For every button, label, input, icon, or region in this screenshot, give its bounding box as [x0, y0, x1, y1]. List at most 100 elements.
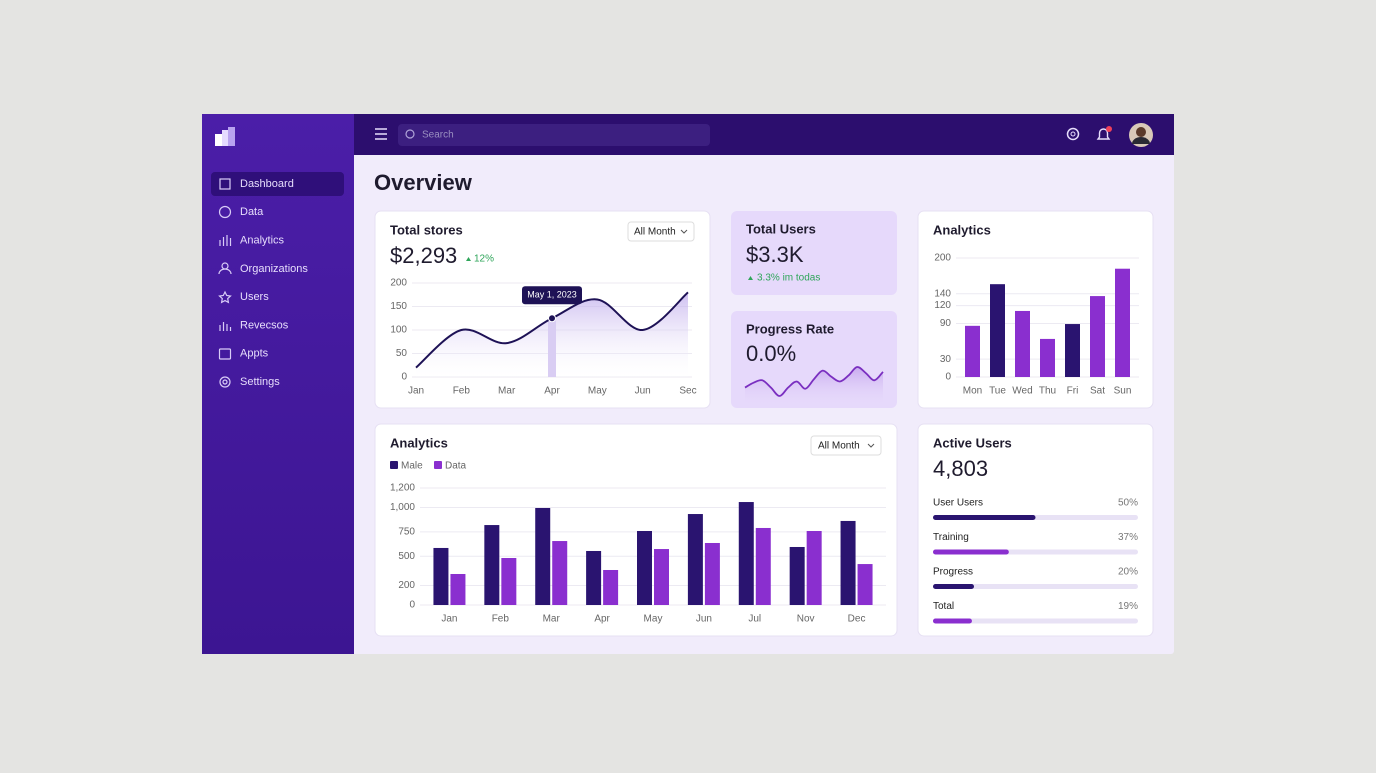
x-tick-label: May: [588, 386, 607, 397]
bar: [738, 502, 754, 605]
dropdown[interactable]: All Month: [627, 221, 695, 242]
card-title: Analytics: [390, 435, 448, 450]
x-tick-label: Mon: [963, 386, 982, 397]
sparkline: [744, 366, 884, 397]
x-tick-label: Apr: [544, 386, 560, 397]
legend-swatch: [390, 461, 398, 469]
metric: 4,803: [933, 456, 988, 481]
x-tick-label: Nov: [797, 614, 815, 625]
y-tick-label: 750: [398, 527, 415, 538]
y-tick-label: 200: [934, 253, 951, 264]
nav-item[interactable]: Dashboard: [240, 178, 294, 190]
bar: [1015, 310, 1030, 377]
badge: [1106, 126, 1112, 132]
bar: [535, 507, 551, 605]
y-tick-label: 200: [390, 278, 407, 289]
up-arrow: [466, 257, 471, 261]
gear-icon: [1066, 127, 1080, 141]
card-title: Total Users: [746, 221, 816, 236]
x-tick-label: Jun: [696, 614, 712, 625]
progress-label: Total: [933, 601, 954, 612]
search-box[interactable]: [398, 124, 710, 146]
bar: [857, 564, 873, 605]
search-icon: [405, 129, 415, 139]
y-tick-label: 90: [940, 318, 952, 329]
menu-icon: [375, 128, 387, 140]
bar: [704, 542, 720, 605]
nav-item[interactable]: Settings: [240, 376, 280, 388]
progress-bar: [933, 584, 974, 589]
card: [731, 211, 897, 295]
bar: [586, 550, 602, 605]
x-tick-label: Jan: [408, 386, 424, 397]
chevron: [680, 229, 688, 234]
y-tick-label: 140: [934, 288, 951, 299]
nav-item[interactable]: Revecsos: [240, 319, 289, 331]
bar: [789, 546, 805, 605]
y-tick-label: 500: [398, 551, 415, 562]
bar: [552, 541, 568, 605]
progress-label: Training: [933, 532, 969, 543]
card-title: Total stores: [390, 222, 463, 237]
avatar[interactable]: [1129, 123, 1153, 147]
card: [917, 423, 1154, 637]
nav-item[interactable]: Data: [240, 206, 264, 218]
up-arrow: [748, 276, 753, 280]
nav-item[interactable]: Users: [240, 291, 269, 303]
y-tick-label: 1,000: [390, 502, 415, 513]
x-tick-label: Sun: [1114, 386, 1132, 397]
dropdown-box: [627, 221, 695, 242]
legend-swatch: [434, 461, 442, 469]
progress-label: Progress: [933, 567, 973, 578]
x-tick-label: Jul: [748, 614, 761, 625]
progress-value: 37%: [1118, 532, 1138, 543]
settings-button[interactable]: [1066, 127, 1080, 141]
progress-value: 19%: [1118, 601, 1138, 612]
x-tick-label: Jan: [441, 614, 457, 625]
bar: [755, 527, 771, 605]
bar: [450, 573, 466, 605]
nav-active: [211, 172, 344, 196]
bar: [1040, 338, 1055, 377]
x-tick-label: Fri: [1067, 386, 1079, 397]
bar: [1065, 324, 1080, 377]
progress-label: User Users: [933, 498, 983, 509]
hamburger[interactable]: [375, 128, 387, 140]
progress-value: 50%: [1118, 498, 1138, 509]
y-tick-label: 50: [396, 348, 408, 359]
progress-track: [933, 618, 1138, 624]
progress-bar: [933, 515, 1036, 520]
progress-bar: [933, 549, 1009, 555]
notification-button[interactable]: [1096, 126, 1112, 140]
x-tick-label: Mar: [543, 614, 561, 625]
hover-band: [548, 318, 556, 377]
nav-item[interactable]: Appts: [240, 348, 269, 360]
nav-item[interactable]: Analytics: [240, 235, 285, 247]
card-title: Progress Rate: [746, 321, 834, 336]
bar: [1090, 296, 1105, 377]
bar: [965, 325, 980, 377]
bar: [654, 549, 669, 605]
change: 12%: [474, 254, 494, 265]
x-tick-label: Thu: [1039, 386, 1056, 397]
bar: [990, 284, 1005, 377]
gear-center: [1070, 131, 1076, 137]
chevron: [867, 443, 875, 448]
dropdown-box: [810, 435, 882, 456]
y-tick-label: 200: [398, 580, 415, 591]
progress-bar: [933, 618, 972, 624]
nav-item[interactable]: Organizations: [240, 263, 308, 275]
bar: [840, 520, 856, 605]
legend-label: Data: [445, 461, 467, 472]
bar: [687, 514, 703, 605]
page-title: Overview: [374, 170, 473, 195]
dropdown-label: All Month: [818, 441, 860, 452]
bar: [806, 530, 822, 605]
y-tick-label: 0: [401, 372, 407, 383]
x-tick-label: Feb: [453, 386, 471, 397]
x-tick-label: Sec: [679, 386, 696, 397]
sidebar: [202, 114, 354, 654]
dropdown[interactable]: All Month: [810, 435, 882, 456]
avatar-body: [1132, 137, 1150, 144]
